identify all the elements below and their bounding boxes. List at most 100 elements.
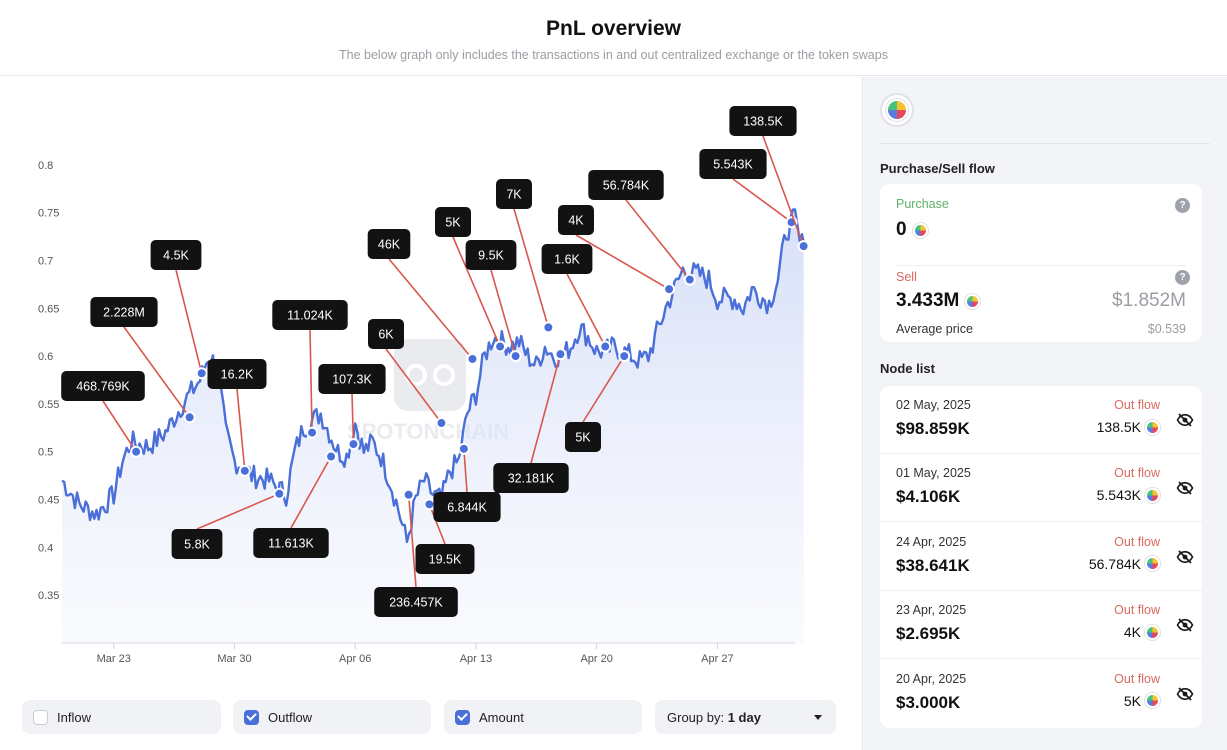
eye-off-icon[interactable] (1176, 685, 1194, 703)
token-logo (880, 93, 914, 127)
marker-dot[interactable] (273, 487, 286, 500)
node-usd-value: $4.106K (896, 487, 961, 507)
marker-dot[interactable] (542, 321, 555, 334)
marker-dot[interactable] (347, 438, 360, 451)
marker-dot[interactable] (325, 450, 338, 463)
marker-dot[interactable] (494, 340, 507, 353)
amount-toggle[interactable]: Amount (444, 700, 642, 734)
eye-off-icon[interactable] (1176, 616, 1194, 634)
marker-dot[interactable] (402, 488, 415, 501)
average-price-label: Average price (896, 322, 973, 336)
node-date: 02 May, 2025 (896, 398, 971, 412)
marker-dot[interactable] (466, 352, 479, 365)
node-list-item[interactable]: 24 Apr, 2025 $38.641K Out flow 56.784K (880, 523, 1202, 591)
node-date: 01 May, 2025 (896, 466, 971, 481)
marker-label[interactable]: 4.5K (150, 240, 202, 270)
marker-connector (123, 326, 191, 418)
marker-dot[interactable] (238, 464, 251, 477)
marker-connector (388, 258, 474, 360)
marker-label[interactable]: 46K (367, 229, 411, 259)
marker-dot[interactable] (509, 350, 522, 363)
marker-label[interactable]: 6K (368, 319, 404, 349)
eye-off-icon[interactable] (1176, 411, 1194, 429)
help-icon[interactable]: ? (1175, 198, 1190, 213)
y-tick-label: 0.6 (38, 351, 53, 363)
marker-label[interactable]: 5K (435, 207, 471, 237)
marker-dot[interactable] (599, 340, 612, 353)
marker-dot[interactable] (195, 367, 208, 380)
y-tick-label: 0.55 (38, 399, 59, 411)
inflow-checkbox[interactable] (33, 709, 48, 725)
marker-label[interactable]: 11.024K (272, 300, 348, 330)
marker-label[interactable]: 56.784K (588, 170, 664, 200)
marker-label-bg (465, 240, 517, 270)
marker-label[interactable]: 19.5K (415, 544, 475, 574)
marker-dot[interactable] (130, 445, 143, 458)
marker-label-bg (61, 371, 145, 401)
marker-label[interactable]: 468.769K (61, 371, 145, 401)
outflow-toggle[interactable]: Outflow (233, 700, 431, 734)
marker-label[interactable]: 2.228M (90, 297, 158, 327)
marker-label-bg (496, 179, 532, 209)
node-list-item[interactable]: 01 May, 2025 $4.106K Out flow 5.543K (880, 454, 1202, 523)
eye-off-icon[interactable] (1176, 479, 1194, 497)
marker-dot[interactable] (683, 273, 696, 286)
marker-label-text: 6K (378, 328, 394, 342)
help-icon[interactable]: ? (1175, 270, 1190, 285)
chevron-down-icon (814, 714, 822, 720)
marker-dot[interactable] (183, 411, 196, 424)
marker-label[interactable]: 11.613K (253, 528, 329, 558)
eye-off-icon[interactable] (1176, 548, 1194, 566)
node-list-item[interactable]: 02 May, 2025 $98.859K Out flow 138.5K (880, 386, 1202, 454)
marker-dot[interactable] (554, 348, 567, 361)
marker-label[interactable]: 32.181K (493, 463, 569, 493)
marker-connector (762, 135, 805, 247)
marker-connector (575, 234, 670, 290)
chart-svg[interactable]: SPOTONCHAIN 0.80.750.70.650.60.550.50.45… (0, 77, 862, 685)
marker-label-bg (565, 422, 601, 452)
marker-label[interactable]: 5.8K (171, 529, 223, 559)
marker-label[interactable]: 7K (496, 179, 532, 209)
marker-label[interactable]: 138.5K (729, 106, 797, 136)
y-tick-label: 0.8 (38, 160, 53, 172)
pnl-chart[interactable]: SPOTONCHAIN 0.8 0.75 0.7 0.65 0.6 0.55 0.5 0.45… (0, 77, 862, 685)
marker-label-bg (171, 529, 223, 559)
marker-dot[interactable] (423, 498, 436, 511)
y-axis: 0.8 0.75 0.7 0.65 0.6 0.55 0.5 0.45 0.4 0.35 (38, 160, 59, 602)
divider (880, 143, 1210, 144)
marker-dot[interactable] (618, 350, 631, 363)
y-tick-label: 0.5 (38, 447, 53, 459)
marker-label[interactable]: 4K (558, 205, 594, 235)
marker-label-text: 16.2K (221, 368, 254, 382)
node-flow-type: Out flow (1114, 603, 1160, 618)
outflow-checkbox[interactable] (244, 709, 259, 725)
marker-label[interactable]: 5K (565, 422, 601, 452)
marker-connector (732, 178, 793, 223)
node-list-item[interactable]: 20 Apr, 2025 $3.000K Out flow 5K (880, 660, 1202, 728)
node-usd-value: $38.641K (896, 555, 970, 575)
group-by-select[interactable]: Group by: 1 day (655, 700, 836, 734)
transaction-markers[interactable]: 468.769K 2.228M 4.5K 16.2K 5.8K 11.024K 11.613… (61, 106, 810, 617)
marker-label[interactable]: 16.2K (207, 359, 267, 389)
marker-label-text: 7K (506, 188, 522, 202)
marker-dot[interactable] (306, 426, 319, 439)
marker-label[interactable]: 1.6K (541, 244, 593, 274)
marker-label[interactable]: 236.457K (374, 587, 458, 617)
marker-label[interactable]: 6.844K (433, 492, 501, 522)
marker-label[interactable]: 107.3K (318, 364, 386, 394)
marker-label[interactable]: 5.543K (699, 149, 767, 179)
inflow-toggle[interactable]: Inflow (22, 700, 221, 734)
marker-dot[interactable] (435, 417, 448, 430)
marker-label[interactable]: 9.5K (465, 240, 517, 270)
amount-checkbox[interactable] (455, 709, 470, 725)
marker-dot[interactable] (457, 442, 470, 455)
marker-connector (428, 504, 446, 545)
marker-dot[interactable] (663, 283, 676, 296)
marker-label-bg (150, 240, 202, 270)
marker-label-text: 46K (378, 238, 401, 252)
marker-dot[interactable] (797, 240, 810, 253)
node-list-item[interactable]: 23 Apr, 2025 $2.695K Out flow 4K (880, 591, 1202, 660)
node-list[interactable]: 02 May, 2025 $98.859K Out flow 138.5K 01… (880, 386, 1202, 728)
marker-label-bg (729, 106, 797, 136)
node-amount: 5.543K (1097, 487, 1160, 503)
